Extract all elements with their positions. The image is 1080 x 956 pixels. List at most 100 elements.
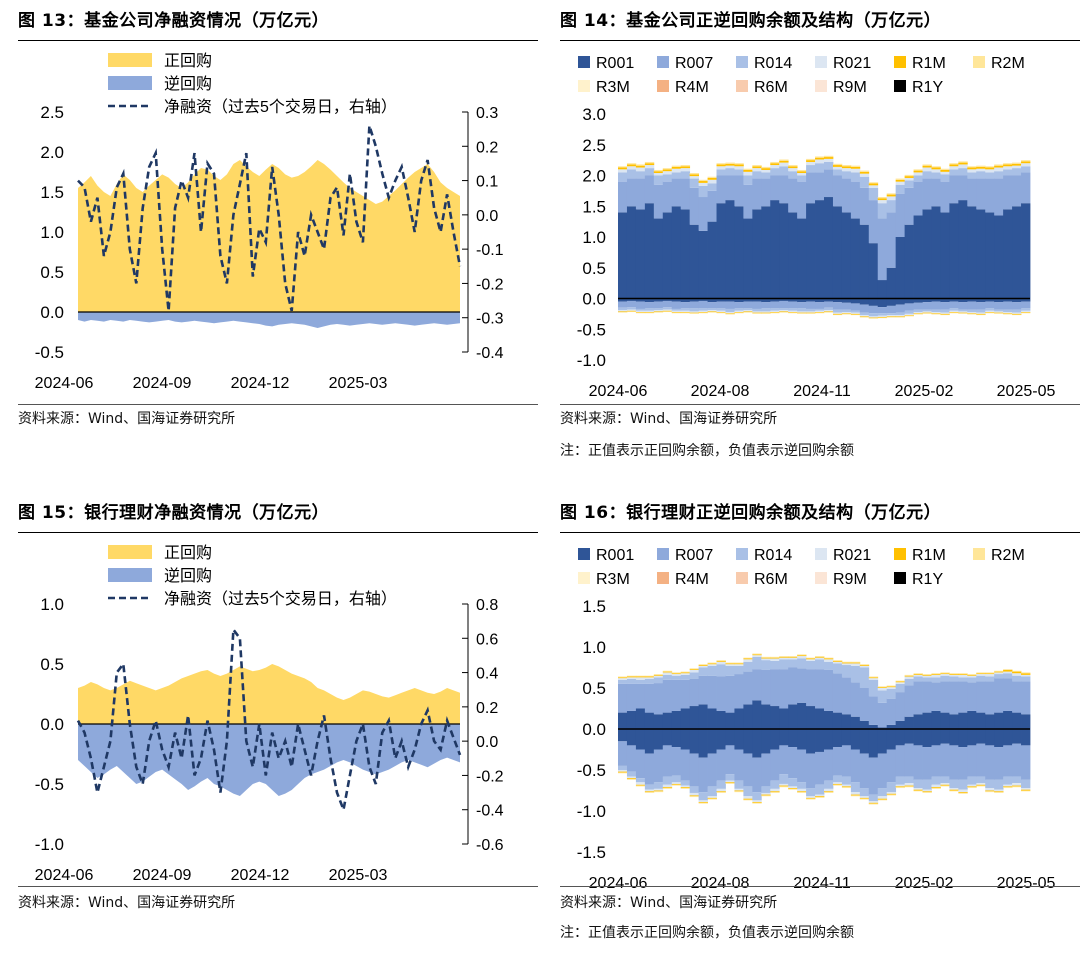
stack-bar xyxy=(698,230,708,299)
stack-bar xyxy=(824,301,834,308)
stack-bar xyxy=(940,783,950,785)
stack-bar xyxy=(788,165,798,167)
stack-bar xyxy=(1012,312,1022,314)
stack-bar xyxy=(841,662,852,664)
stack-bar xyxy=(940,212,950,299)
stack-bar xyxy=(922,677,932,682)
stack-bar xyxy=(922,313,932,314)
stack-bar xyxy=(743,796,753,799)
stack-bar xyxy=(958,681,968,713)
stack-bar xyxy=(698,667,708,676)
stack-bar xyxy=(1003,776,1013,785)
stack-bar xyxy=(850,310,861,313)
stack-bar xyxy=(824,158,834,162)
stack-bar xyxy=(994,309,1004,312)
stack-bar xyxy=(635,729,646,750)
stack-bar xyxy=(832,784,843,786)
stack-bar xyxy=(644,789,655,792)
stack-bar xyxy=(958,779,968,790)
stack-bar xyxy=(832,660,843,661)
stack-bar xyxy=(716,664,726,677)
stack-bar xyxy=(886,688,897,699)
stack-bar xyxy=(859,298,870,305)
stack-bar xyxy=(1003,298,1013,302)
stack-bar xyxy=(734,312,744,314)
stack-bar xyxy=(859,665,870,668)
stack-bar xyxy=(949,676,959,682)
stack-bar xyxy=(797,308,807,312)
stack-bar xyxy=(913,169,923,171)
legend-label: R4M xyxy=(675,79,709,96)
stack-bar xyxy=(734,662,744,664)
stack-bar xyxy=(815,200,825,299)
y-tick-label: 2.5 xyxy=(40,103,64,122)
stack-bar xyxy=(877,313,888,316)
stack-bar xyxy=(1003,786,1013,788)
stack-bar xyxy=(1012,313,1022,315)
stack-bar xyxy=(743,175,753,185)
stack-bar xyxy=(671,165,682,167)
stack-bar xyxy=(761,704,771,729)
stack-bar xyxy=(904,315,914,317)
y-tick-label: 0.5 xyxy=(582,679,606,698)
stack-bar xyxy=(922,164,932,166)
stack-bar xyxy=(895,237,906,299)
stack-bar xyxy=(976,712,986,729)
figure-title: 图 14：基金公司正逆回购余额及结构（万亿元） xyxy=(560,11,942,31)
stack-bar xyxy=(931,745,941,777)
stack-bar xyxy=(761,311,771,313)
stack-bar xyxy=(859,316,870,317)
figure-title: 图 16：银行理财正逆回购余额及结构（万亿元） xyxy=(560,503,942,523)
stack-bar xyxy=(976,314,986,316)
stack-bar xyxy=(734,312,744,313)
stack-bar xyxy=(618,677,628,679)
stack-bar xyxy=(689,786,700,793)
stack-bar xyxy=(877,688,888,691)
stack-bar xyxy=(904,187,914,225)
stack-bar xyxy=(895,298,906,305)
stack-bar xyxy=(841,313,852,314)
stack-bar xyxy=(967,776,977,785)
stack-bar xyxy=(859,753,870,789)
stack-bar xyxy=(868,801,879,803)
stack-bar xyxy=(680,168,691,172)
x-tick-label: 2024-06 xyxy=(35,375,94,392)
stack-bar xyxy=(707,753,717,787)
stack-bar xyxy=(967,312,977,314)
stack-bar xyxy=(707,177,717,180)
stack-bar xyxy=(967,298,977,302)
stack-bar xyxy=(653,171,664,174)
source-text: 资料来源：Wind、国海证券研究所 xyxy=(18,411,236,427)
stack-bar xyxy=(734,163,744,165)
stack-bar xyxy=(725,312,735,314)
stack-bar xyxy=(895,193,906,237)
legend-label: R001 xyxy=(596,55,634,72)
stack-bar xyxy=(904,303,914,311)
stack-bar xyxy=(618,712,628,729)
stack-bar xyxy=(779,656,789,658)
stack-bar xyxy=(662,784,673,788)
legend-label: R1Y xyxy=(912,571,943,588)
stack-bar xyxy=(671,178,682,207)
stack-bar xyxy=(895,745,906,777)
stack-bar xyxy=(698,801,708,803)
stack-bar xyxy=(1012,175,1022,207)
x-tick-label: 2024-12 xyxy=(231,375,290,392)
source-rule xyxy=(560,886,1080,887)
stack-bar xyxy=(994,164,1004,166)
stack-bar xyxy=(850,313,861,315)
stack-bar xyxy=(913,790,923,792)
stack-bar xyxy=(949,312,959,313)
stack-bar xyxy=(1012,298,1022,303)
stack-bar xyxy=(877,317,888,319)
legend-label-repo: 正回购 xyxy=(164,544,212,562)
x-tick-label: 2024-06 xyxy=(589,875,648,892)
stack-bar xyxy=(949,166,959,170)
stack-bar xyxy=(653,218,664,299)
stack-bar xyxy=(698,792,708,801)
stack-bar xyxy=(958,677,968,682)
stack-bar xyxy=(895,784,906,787)
stack-bar xyxy=(1012,675,1022,682)
stack-bar xyxy=(913,729,923,746)
stack-bar xyxy=(1021,788,1031,790)
